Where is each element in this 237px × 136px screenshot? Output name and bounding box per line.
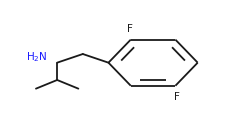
Text: F: F xyxy=(127,24,132,34)
Text: H$_2$N: H$_2$N xyxy=(26,50,47,64)
Text: F: F xyxy=(173,92,179,102)
